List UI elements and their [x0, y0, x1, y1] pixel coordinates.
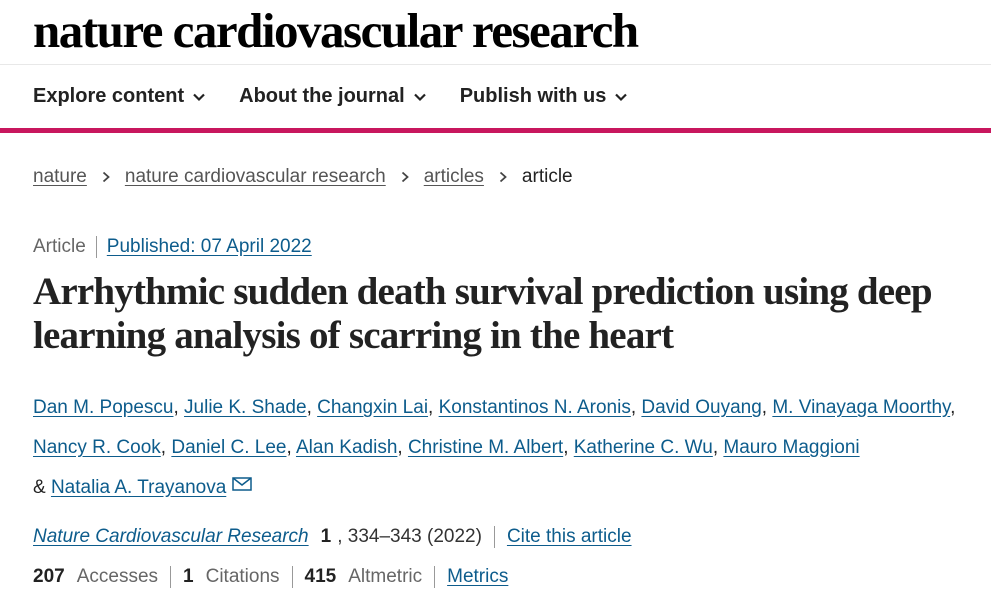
breadcrumb: nature nature cardiovascular research ar…: [33, 166, 573, 188]
citation-line: Nature Cardiovascular Research 1 , 334–3…: [33, 526, 632, 548]
chevron-down-icon: [615, 93, 628, 101]
author-link[interactable]: Katherine C. Wu: [573, 437, 713, 458]
article-meta: Article Published: 07 April 2022: [33, 236, 312, 258]
altmetric-metric: 415 Altmetric: [305, 566, 436, 588]
author-link[interactable]: Mauro Maggioni: [723, 437, 860, 458]
altmetric-label: Altmetric: [348, 566, 423, 587]
envelope-icon[interactable]: [232, 477, 253, 491]
journal-name-link[interactable]: Nature Cardiovascular Research: [33, 526, 309, 547]
author-link[interactable]: Christine M. Albert: [407, 437, 564, 458]
nav-publish-with-us[interactable]: Publish with us: [460, 85, 629, 108]
author-link[interactable]: Daniel C. Lee: [171, 437, 287, 458]
breadcrumb-current: article: [521, 166, 573, 187]
volume-number: 1: [320, 526, 332, 547]
nav-item-label: Publish with us: [459, 85, 607, 107]
chevron-down-icon: [413, 93, 426, 101]
author-link[interactable]: Changxin Lai: [317, 397, 429, 418]
citations-metric: 1 Citations: [183, 566, 293, 588]
nav-item-label: About the journal: [239, 85, 405, 107]
citations-count: 1: [183, 566, 194, 587]
corresponding-author-link[interactable]: Natalia A. Trayanova: [50, 477, 227, 498]
breadcrumb-journal[interactable]: nature cardiovascular research: [124, 166, 386, 187]
chevron-right-icon: [401, 171, 409, 183]
pages-year: , 334–343 (2022): [337, 526, 495, 548]
accesses-metric: 207 Accesses: [33, 566, 172, 588]
article-metrics: 207 Accesses 1 Citations 415 Altmetric M…: [33, 566, 508, 588]
altmetric-score: 415: [304, 566, 337, 587]
author-link[interactable]: David Ouyang: [641, 397, 762, 418]
author-link[interactable]: Julie K. Shade: [184, 397, 307, 418]
author-link[interactable]: M. Vinayaga Moorthy: [772, 397, 951, 418]
author-link[interactable]: Konstantinos N. Aronis: [438, 397, 631, 418]
cite-this-article-link[interactable]: Cite this article: [506, 526, 632, 547]
chevron-right-icon: [102, 171, 110, 183]
author-joiner: &: [33, 477, 51, 498]
metrics-link[interactable]: Metrics: [447, 566, 509, 587]
citations-label: Citations: [205, 566, 280, 587]
accesses-count: 207: [33, 566, 65, 587]
article-title: Arrhythmic sudden death survival predict…: [33, 270, 933, 357]
main-nav: Explore content About the journal Publis…: [0, 65, 991, 133]
accesses-label: Accesses: [76, 566, 159, 587]
published-date-link[interactable]: Published: 07 April 2022: [106, 236, 312, 257]
author-link[interactable]: Nancy R. Cook: [33, 437, 161, 458]
author-list: Dan M. Popescu, Julie K. Shade, Changxin…: [33, 397, 956, 498]
chevron-down-icon: [193, 93, 205, 101]
nav-explore-content[interactable]: Explore content: [33, 85, 206, 108]
breadcrumb-articles[interactable]: articles: [423, 166, 484, 187]
chevron-right-icon: [499, 171, 507, 183]
nav-item-label: Explore content: [33, 85, 185, 107]
breadcrumb-nature[interactable]: nature: [33, 166, 87, 187]
journal-logo[interactable]: nature cardiovascular research: [33, 3, 639, 58]
author-link[interactable]: Alan Kadish: [295, 437, 398, 458]
author-link[interactable]: Dan M. Popescu: [33, 397, 174, 418]
site-header: nature cardiovascular research: [0, 0, 991, 65]
nav-about-journal[interactable]: About the journal: [239, 85, 427, 108]
article-type: Article: [33, 236, 97, 258]
